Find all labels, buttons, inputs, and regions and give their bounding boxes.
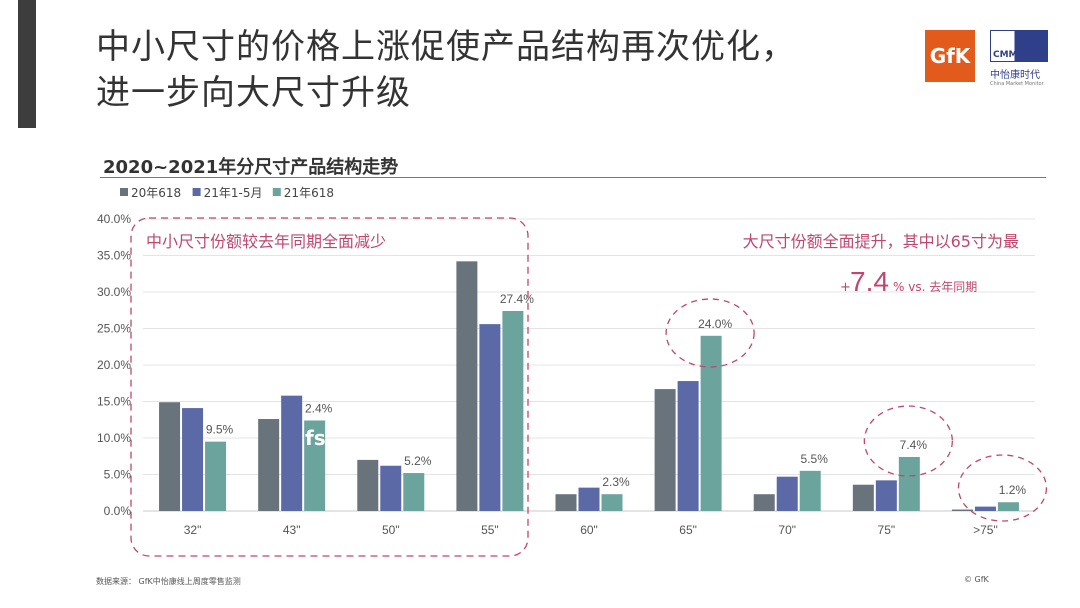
cmm-logo-text: CMM [993, 50, 1018, 60]
bar [182, 408, 204, 511]
bar [898, 456, 920, 511]
y-tick-label: 20.0% [97, 358, 131, 372]
highlight-ellipse [665, 298, 755, 368]
legend-label: 20年618 [131, 186, 181, 200]
page-title: 中小尺寸的价格上涨促使产品结构再次优化， 进一步向大尺寸升级 [96, 24, 896, 116]
x-category-label: 43" [283, 523, 301, 537]
data-label: 2.3% [602, 475, 630, 489]
cmm-logo-english: China Market Monitor [990, 81, 1044, 87]
highlight-ellipse [957, 454, 1048, 522]
plus-sign: + [840, 280, 851, 295]
legend-swatch [272, 188, 281, 196]
bar [479, 324, 501, 511]
y-tick-label: 15.0% [97, 395, 131, 409]
chart-subtitle: 2020~2021年分尺寸产品结构走势 [103, 157, 399, 178]
bar [502, 310, 524, 511]
subtitle-divider [100, 177, 1046, 178]
bar [875, 480, 897, 511]
legend-label: 21年1-5月 [204, 186, 263, 200]
bar [357, 459, 379, 511]
data-label: 5.2% [404, 454, 432, 468]
title-line-2: 进一步向大尺寸升级 [96, 73, 411, 113]
legend-swatch [192, 188, 201, 196]
y-tick-label: 0.0% [104, 504, 132, 518]
data-label: 5.5% [801, 452, 829, 466]
x-category-label: 70" [778, 523, 796, 537]
bar [555, 494, 577, 511]
bar [776, 476, 798, 511]
x-category-label: 32" [184, 523, 202, 537]
copyright-note: © GfK [964, 575, 989, 584]
title-line-1: 中小尺寸的价格上涨促使产品结构再次优化， [96, 27, 796, 67]
highlight-ellipse [863, 405, 953, 477]
stray-overlay-text: fs [305, 426, 326, 450]
bar [456, 261, 478, 511]
bar [799, 470, 821, 511]
bar [258, 419, 280, 511]
data-label: 27.4% [500, 292, 534, 306]
legend-label: 21年618 [284, 186, 334, 200]
growth-suffix: % vs. 去年同期 [893, 280, 977, 294]
y-tick-label: 35.0% [97, 249, 131, 263]
bar [951, 509, 973, 511]
data-label: 24.0% [698, 317, 732, 331]
gfk-logo-text: GfK [929, 44, 971, 68]
bar [997, 502, 1019, 511]
bar [304, 420, 326, 511]
y-tick-label: 40.0% [97, 212, 131, 226]
y-tick-label: 10.0% [97, 431, 131, 445]
bar [700, 335, 722, 511]
x-category-label: 55" [481, 523, 499, 537]
bar [753, 494, 775, 511]
bar [205, 441, 227, 511]
bar [380, 465, 402, 511]
x-category-label: 50" [382, 523, 400, 537]
side-accent-bar [18, 0, 36, 128]
x-category-label: 65" [679, 523, 697, 537]
data-label: 2.4% [305, 401, 333, 415]
x-category-label: 75" [878, 523, 896, 537]
bar [654, 389, 676, 511]
left-annotation-text: 中小尺寸份额较去年同期全面减少 [146, 232, 386, 251]
y-tick-label: 30.0% [97, 285, 131, 299]
bar [852, 484, 874, 511]
legend-swatch [120, 188, 128, 196]
cmm-logo: CMM 中怡康时代 China Market Monitor [990, 30, 1048, 88]
data-source-note: 数据来源： GfK中怡康线上周度零售监测 [96, 577, 241, 586]
growth-number: 7.4 [850, 266, 889, 297]
cmm-logo-mark: CMM [990, 30, 1048, 62]
gfk-logo: GfK [925, 30, 975, 82]
x-category-label: 60" [580, 523, 598, 537]
right-annotation-text: 大尺寸份额全面提升，其中以65寸为最 [743, 232, 1019, 251]
data-label: 9.5% [206, 423, 234, 437]
small-size-highlight-box [130, 217, 529, 557]
y-tick-label: 25.0% [97, 322, 131, 336]
bar [578, 487, 600, 511]
bar [677, 381, 699, 511]
bar [281, 395, 303, 511]
bar [601, 494, 623, 511]
x-category-label: >75" [973, 523, 998, 537]
bar [403, 473, 425, 511]
data-label: 7.4% [900, 438, 928, 452]
data-label: 1.2% [999, 483, 1027, 497]
cmm-logo-chinese: 中怡康时代 [990, 70, 1040, 81]
bar [974, 506, 996, 511]
bar [159, 402, 181, 511]
y-tick-label: 5.0% [104, 468, 132, 482]
